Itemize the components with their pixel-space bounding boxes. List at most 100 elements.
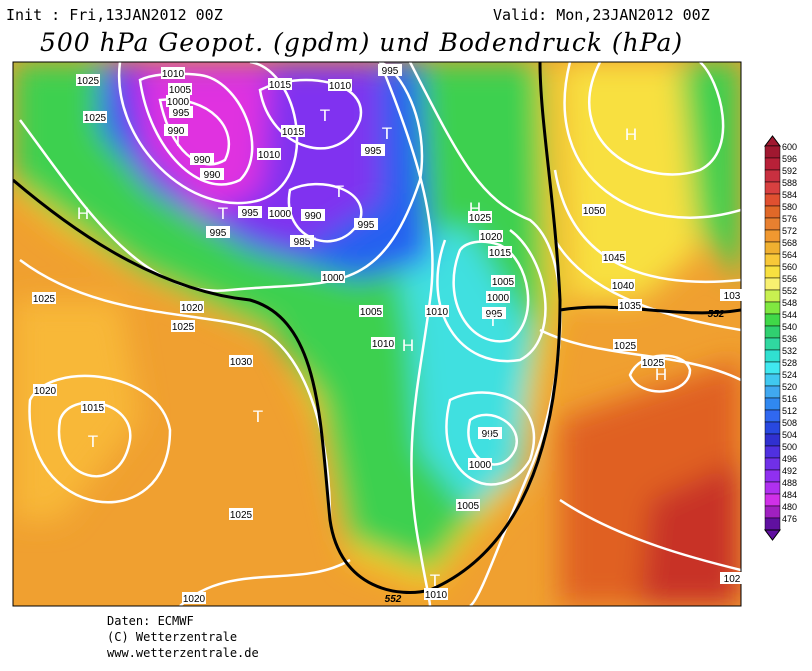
colorbar-label: 556 <box>782 274 797 284</box>
colorbar-label: 600 <box>782 142 797 152</box>
isobar-label: 1035 <box>619 301 642 312</box>
isobar-label: 990 <box>168 126 185 137</box>
colorbar-cell <box>764 157 781 171</box>
pressure-center: T <box>430 571 440 590</box>
isobar-label-bg <box>425 305 449 317</box>
pressure-center: H <box>655 365 667 384</box>
isobar-label: 1040 <box>612 281 635 292</box>
contour-label: 552 <box>708 309 725 320</box>
colorbar-label: 580 <box>782 202 797 212</box>
isobar-label-bg <box>190 153 214 165</box>
isobar-label-bg <box>182 592 206 604</box>
isobar-label-bg <box>161 67 185 79</box>
isobar-label: 1020 <box>181 303 204 314</box>
isobar-label-bg <box>81 401 105 413</box>
colorbar-label: 480 <box>782 502 797 512</box>
isobar-label: 1015 <box>269 80 292 91</box>
isobar-label-bg <box>180 301 204 313</box>
colorbar-cell <box>764 277 781 291</box>
colorbar-cell <box>764 181 781 195</box>
footer-url: www.wetterzentrale.de <box>107 646 259 660</box>
isobar-label: 1010 <box>425 590 448 601</box>
pressure-center: H <box>77 204 89 223</box>
pressure-center: T <box>306 234 316 253</box>
isobar-label-bg <box>238 206 262 218</box>
contour-552 <box>13 62 741 594</box>
isobar-label-bg <box>33 384 57 396</box>
isobar-label: 990 <box>204 170 221 181</box>
pressure-center: T <box>173 131 183 150</box>
isobar-label-bg <box>328 79 352 91</box>
isobar-label: 1025 <box>230 510 253 521</box>
isobar-label-bg <box>83 111 107 123</box>
isobar-label: 1025 <box>614 341 637 352</box>
colorbar-cell <box>764 253 781 267</box>
pressure-center: T <box>485 425 495 444</box>
colorbar-cell <box>764 241 781 255</box>
isobar-label-bg <box>268 78 292 90</box>
isobar-label-bg <box>354 218 378 230</box>
isobar-label: 1000 <box>269 209 292 220</box>
colorbar-cell <box>764 505 781 519</box>
isobar-label: 1045 <box>603 253 626 264</box>
colorbar-cell <box>764 457 781 471</box>
pressure-center: T <box>334 182 344 201</box>
isobar-label: 1020 <box>480 232 503 243</box>
isobar-label-bg <box>582 204 606 216</box>
isobar-label-bg <box>371 337 395 349</box>
colorbar-cell <box>764 289 781 303</box>
isobar-label: 1025 <box>172 322 195 333</box>
isobar-label: 1025 <box>33 294 56 305</box>
isobar-label-bg <box>641 356 665 368</box>
isobar-label: 985 <box>294 237 311 248</box>
colorbar-cell <box>764 229 781 243</box>
isobar-label: 1015 <box>82 403 105 414</box>
colorbar-cell <box>764 169 781 183</box>
isobar-label-bg <box>281 125 305 137</box>
isobar-label: 1010 <box>426 307 449 318</box>
colorbar-cell <box>764 193 781 207</box>
isobar-label-bg <box>468 458 492 470</box>
colorbar-label: 588 <box>782 178 797 188</box>
init-time: Init : Fri,13JAN2012 00Z <box>6 6 223 24</box>
isobar-label: 1025 <box>77 76 100 87</box>
isobar-label-bg <box>424 588 448 600</box>
colorbar-cap <box>764 529 781 541</box>
valid-time: Valid: Mon,23JAN2012 00Z <box>493 6 710 24</box>
colorbar-label: 516 <box>782 394 797 404</box>
isobar-label: 1010 <box>329 81 352 92</box>
isobar-label-bg <box>166 95 190 107</box>
isobar-label-bg <box>257 148 281 160</box>
colorbar-label: 592 <box>782 166 797 176</box>
colorbar-label: 500 <box>782 442 797 452</box>
colorbar-cell <box>764 217 781 231</box>
colorbar-cell <box>764 205 781 219</box>
isobar-label: 1015 <box>489 248 512 259</box>
colorbar-cell <box>764 433 781 447</box>
colorbar-cell <box>764 349 781 363</box>
colorbar-label: 508 <box>782 418 797 428</box>
colorbar-cell <box>764 373 781 387</box>
colorbar-label: 544 <box>782 310 797 320</box>
isobar-label-bg <box>229 508 253 520</box>
isobar-label-bg <box>268 207 292 219</box>
isobar-label: 995 <box>210 228 227 239</box>
isobar-label-bg <box>378 64 402 76</box>
isobar-label-bg <box>168 83 192 95</box>
pressure-center: T <box>218 204 228 223</box>
colorbar-cell <box>764 481 781 495</box>
colorbar-label: 540 <box>782 322 797 332</box>
isobar-label: 995 <box>382 66 399 77</box>
colorbar-label: 560 <box>782 262 797 272</box>
isobar-label-bg <box>720 572 744 584</box>
isobar-label-bg <box>468 211 492 223</box>
isobar-label-bg <box>479 230 503 242</box>
colorbar-cell <box>764 325 781 339</box>
isobar-label-bg <box>613 339 637 351</box>
map-field <box>13 62 741 606</box>
isobar-label: 1015 <box>282 127 305 138</box>
footer-source: Daten: ECMWF <box>107 614 194 628</box>
colorbar-cell <box>764 409 781 423</box>
isobar-label: 103 <box>724 291 741 302</box>
